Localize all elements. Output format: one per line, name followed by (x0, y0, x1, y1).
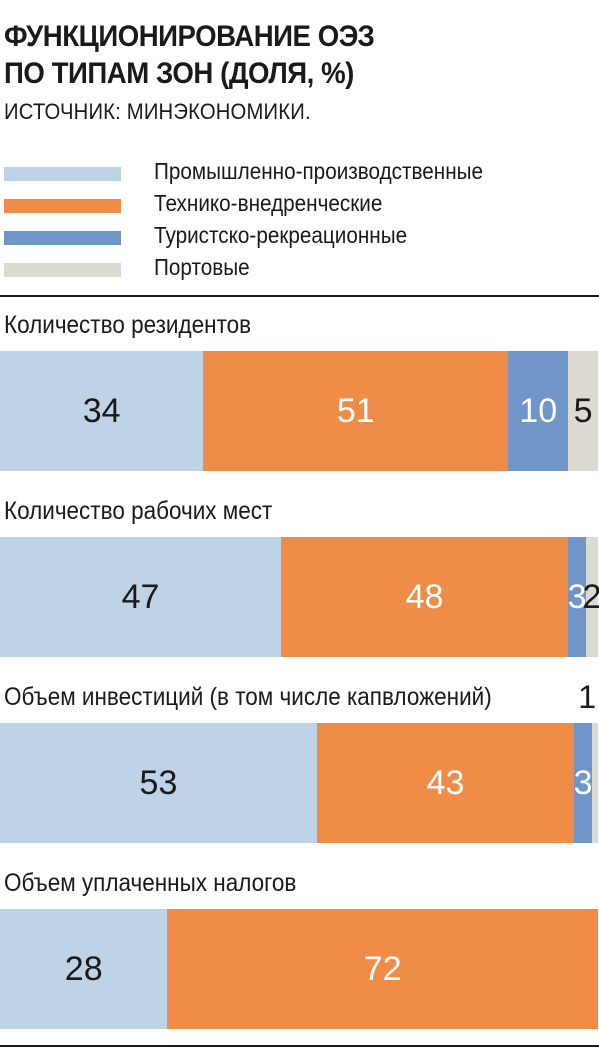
legend-label-industrial: Промышленно-производственные (154, 158, 484, 184)
legend-swatch-technical (4, 199, 121, 213)
bar-segment-technical (316, 723, 575, 843)
data-label-technical: 48 (405, 578, 444, 616)
bar-segment-tourist (574, 723, 593, 843)
bar-segment-port (568, 351, 598, 471)
legend-item-port: Портовые (0, 254, 599, 284)
data-label-industrial: 53 (139, 764, 178, 802)
legend-label-tourist: Туристско-рекреационные (154, 222, 408, 248)
data-label-industrial: 34 (82, 392, 121, 430)
data-label-technical: 51 (336, 392, 375, 430)
bar-group-label: Количество резидентов (4, 311, 252, 339)
bar-group-label: Количество рабочих мест (4, 497, 273, 525)
bar-segment-industrial (0, 909, 168, 1029)
data-label-port: 1 (578, 679, 596, 715)
stacked-bar: 28 72 (0, 909, 598, 1029)
legend-item-technical: Технико-внедренческие (0, 190, 599, 220)
bar-group-label: Объем инвестиций (в том числе капвложени… (4, 683, 492, 711)
data-label-port: 5 (573, 392, 593, 430)
data-label-industrial: 28 (64, 950, 103, 988)
legend-item-industrial: Промышленно-производственные (0, 158, 599, 188)
chart-source: ИСТОЧНИК: МИНЭКОНОМИКИ. (4, 99, 311, 124)
stacked-bar: 53 43 3 1 (0, 679, 598, 843)
data-label-technical: 43 (426, 764, 465, 802)
bar-segment-technical (281, 537, 569, 657)
bar-segment-industrial (0, 537, 282, 657)
bar-segment-tourist (508, 351, 569, 471)
divider-bottom (0, 1045, 599, 1047)
bar-segment-technical (167, 909, 598, 1029)
data-label-tourist: 10 (519, 392, 558, 430)
divider-top (0, 295, 599, 297)
legend-item-tourist: Туристско-рекреационные (0, 222, 599, 252)
bar-segment-industrial (0, 351, 204, 471)
legend-label-technical: Технико-внедренческие (154, 190, 383, 216)
data-label-tourist: 3 (567, 578, 587, 616)
legend-swatch-port (4, 263, 121, 277)
bar-segment-port (592, 723, 598, 843)
stacked-bar: 34 51 10 5 (0, 351, 598, 471)
data-label-industrial: 47 (121, 578, 160, 616)
legend-swatch-industrial (4, 167, 121, 181)
legend-swatch-tourist (4, 231, 121, 245)
data-label-technical: 72 (363, 950, 402, 988)
bar-segment-technical (203, 351, 509, 471)
stacked-bar: 47 48 3 2 (0, 537, 599, 657)
bar-segment-industrial (0, 723, 317, 843)
bar-group-label: Объем уплаченных налогов (4, 869, 297, 897)
chart-title-line-2: ПО ТИПАМ ЗОН (ДОЛЯ, %) (4, 57, 354, 90)
data-label-tourist: 3 (573, 764, 593, 802)
bar-segment-port (586, 537, 598, 657)
legend-label-port: Портовые (154, 254, 250, 280)
chart-title-line-1: ФУНКЦИОНИРОВАНИЕ ОЭЗ (4, 20, 375, 53)
bar-segment-tourist (568, 537, 587, 657)
data-label-port: 2 (582, 578, 599, 616)
chart-title: ФУНКЦИОНИРОВАНИЕ ОЭЗ ПО ТИПАМ ЗОН (ДОЛЯ,… (4, 18, 547, 92)
